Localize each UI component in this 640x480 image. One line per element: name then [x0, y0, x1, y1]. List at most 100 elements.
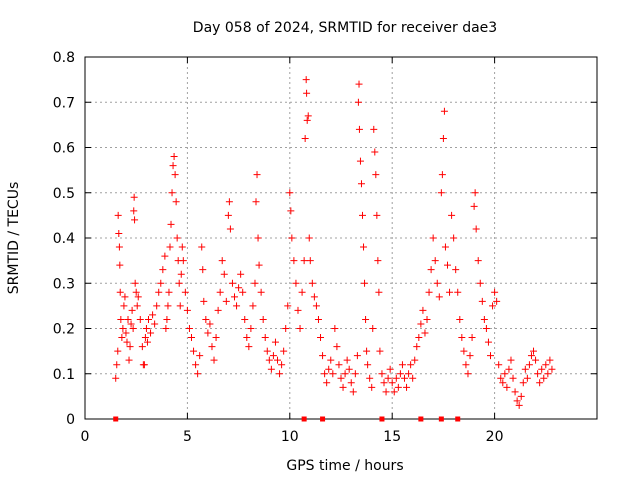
data-point	[173, 234, 181, 242]
data-point	[476, 279, 484, 287]
data-point	[542, 361, 550, 369]
data-point	[464, 370, 472, 378]
data-point	[292, 279, 300, 287]
data-point	[200, 297, 208, 305]
data-point	[159, 266, 167, 274]
data-point	[527, 352, 535, 360]
zero-marker	[418, 416, 424, 422]
data-point	[493, 297, 501, 305]
data-point	[497, 374, 505, 382]
data-point	[366, 374, 374, 382]
data-point	[439, 134, 447, 142]
data-point	[247, 325, 255, 332]
data-point	[534, 370, 542, 378]
data-point	[321, 370, 329, 378]
data-point	[462, 361, 470, 369]
data-point	[172, 198, 180, 206]
data-point	[192, 361, 200, 369]
data-point	[151, 320, 159, 328]
data-point	[263, 347, 271, 355]
data-point	[400, 374, 408, 382]
data-point	[339, 383, 347, 391]
y-tick-label: 0.4	[53, 231, 75, 247]
data-point	[141, 334, 149, 342]
data-point	[243, 334, 251, 342]
grid-lines	[85, 57, 597, 419]
data-point	[253, 171, 261, 179]
data-point	[284, 302, 292, 310]
data-point	[443, 261, 451, 269]
data-point	[433, 279, 441, 287]
data-point	[282, 325, 290, 332]
chart-title: Day 058 of 2024, SRMTID for receiver dae…	[193, 20, 497, 36]
data-point	[521, 365, 529, 373]
data-point	[226, 225, 234, 233]
data-point	[519, 379, 527, 387]
data-points	[112, 76, 556, 409]
data-point	[335, 361, 343, 369]
data-point	[337, 374, 345, 382]
data-point	[388, 379, 396, 387]
data-point	[115, 243, 123, 251]
data-point	[376, 347, 384, 355]
data-point	[419, 306, 427, 314]
x-tick-label: 5	[183, 429, 192, 445]
data-point	[164, 302, 172, 310]
data-point	[482, 325, 490, 332]
data-point	[130, 207, 138, 215]
data-point	[353, 352, 361, 360]
data-point	[206, 320, 214, 328]
data-point	[259, 315, 267, 323]
data-point	[126, 343, 134, 351]
x-tick-label: 10	[281, 429, 299, 445]
x-tick-label: 20	[486, 429, 504, 445]
data-point	[331, 325, 339, 332]
data-point	[119, 325, 127, 332]
data-point	[329, 370, 337, 378]
data-point	[441, 243, 449, 251]
data-point	[168, 189, 176, 197]
data-point	[450, 234, 458, 242]
data-point	[517, 392, 525, 400]
data-point	[507, 356, 515, 364]
y-tick-label: 0.7	[53, 95, 75, 111]
data-point	[319, 352, 327, 360]
data-point	[161, 252, 169, 260]
data-point	[278, 361, 286, 369]
y-tick-label: 0.3	[53, 276, 75, 292]
data-point	[470, 202, 478, 210]
zero-marker	[438, 416, 444, 422]
data-point	[165, 288, 173, 296]
data-point	[368, 383, 376, 391]
data-point	[390, 388, 398, 396]
data-point	[415, 334, 423, 342]
data-point	[530, 347, 538, 355]
data-point	[198, 243, 206, 251]
x-tick-label: 15	[383, 429, 401, 445]
data-point	[349, 388, 357, 396]
data-point	[435, 293, 443, 301]
data-point	[438, 171, 446, 179]
data-point	[218, 257, 226, 265]
data-point	[491, 288, 499, 296]
data-point	[265, 356, 273, 364]
data-point	[233, 302, 241, 310]
data-point	[364, 361, 372, 369]
data-point	[149, 311, 157, 319]
data-point	[503, 383, 511, 391]
data-point	[222, 297, 230, 305]
x-tick-labels: 0 5 10 15 20	[81, 429, 504, 445]
data-point	[405, 370, 413, 378]
data-point	[155, 288, 163, 296]
data-point	[176, 302, 184, 310]
data-point	[303, 116, 311, 124]
data-point	[341, 370, 349, 378]
data-point	[274, 356, 282, 364]
data-point	[372, 171, 380, 179]
data-point	[374, 257, 382, 265]
data-point	[471, 189, 479, 197]
x-axis-label: GPS time / hours	[286, 458, 403, 474]
data-point	[121, 293, 129, 301]
data-point	[314, 315, 322, 323]
data-point	[489, 302, 497, 310]
